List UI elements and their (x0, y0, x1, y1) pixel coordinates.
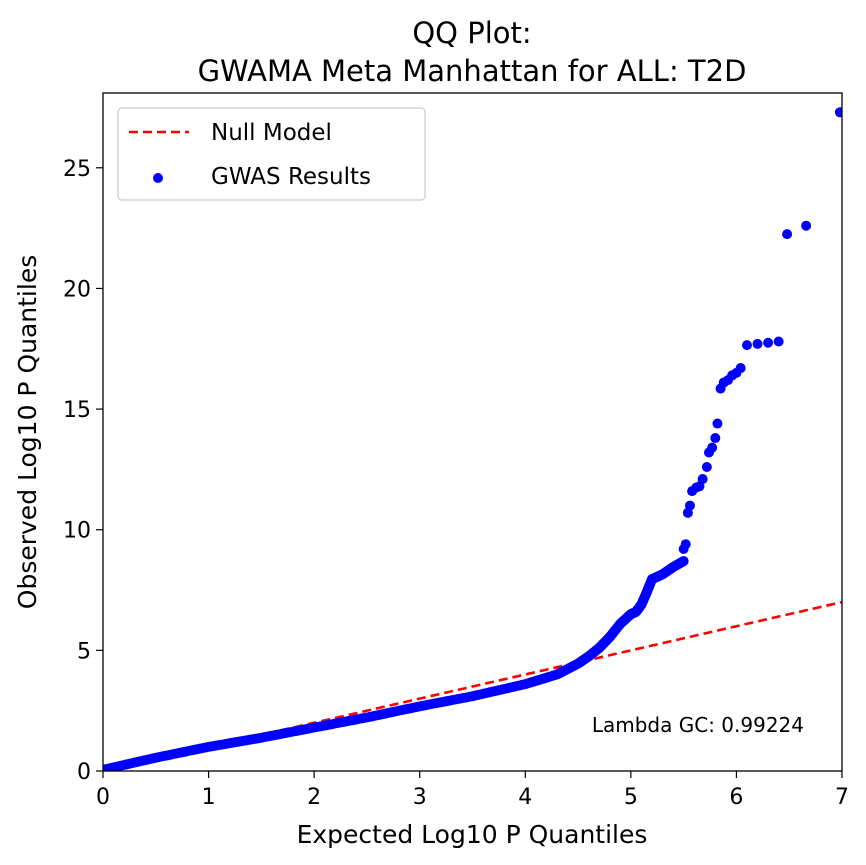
gwas-point (710, 433, 721, 444)
y-tick-label: 25 (63, 157, 91, 182)
x-tick-label: 5 (624, 785, 638, 810)
legend-box (117, 107, 426, 201)
chart-title-line-1: QQ Plot: (412, 16, 531, 50)
gwas-point (697, 474, 708, 485)
chart-title-line-2: GWAMA Meta Manhattan for ALL: T2D (198, 54, 747, 88)
y-axis-label: Observed Log10 P Quantiles (13, 255, 42, 609)
y-tick-label: 0 (77, 760, 91, 785)
x-tick-label: 3 (413, 785, 427, 810)
legend-gwas-results-swatch (153, 173, 163, 183)
gwas-point (752, 338, 763, 349)
x-tick-label: 6 (729, 785, 743, 810)
gwas-point (684, 500, 695, 511)
gwas-point (712, 418, 723, 429)
x-tick-label: 1 (202, 785, 216, 810)
y-tick-label: 5 (77, 639, 91, 664)
plot-area (102, 92, 843, 772)
legend-gwas-results-label: GWAS Results (211, 164, 371, 190)
gwas-point (763, 337, 774, 348)
x-tick-label: 2 (307, 785, 321, 810)
gwas-point (680, 539, 691, 550)
y-tick-label: 15 (63, 398, 91, 423)
plot-frame (102, 92, 843, 772)
x-tick-label: 0 (96, 785, 110, 810)
x-axis: 0 1 2 3 4 5 6 7 (96, 771, 849, 810)
y-tick-label: 10 (63, 519, 91, 544)
x-axis-label: Expected Log10 P Quantiles (297, 820, 648, 849)
gwas-point (801, 220, 812, 231)
x-tick-label: 7 (835, 785, 849, 810)
gwas-point (701, 461, 712, 472)
y-tick-label: 20 (63, 277, 91, 302)
gwas-point (741, 340, 752, 351)
gwas-point (834, 107, 842, 118)
gwas-point (707, 442, 718, 453)
gwas-point (782, 229, 793, 240)
x-tick-label: 4 (518, 785, 532, 810)
gwas-point (773, 336, 784, 347)
legend: Null Model GWAS Results (117, 107, 426, 201)
gwas-point (678, 556, 689, 567)
gwas-point (735, 363, 746, 374)
legend-null-model-label: Null Model (211, 120, 332, 146)
lambda-gc-annotation: Lambda GC: 0.99224 (592, 713, 804, 737)
y-axis: 0 5 10 15 20 25 (63, 157, 103, 785)
